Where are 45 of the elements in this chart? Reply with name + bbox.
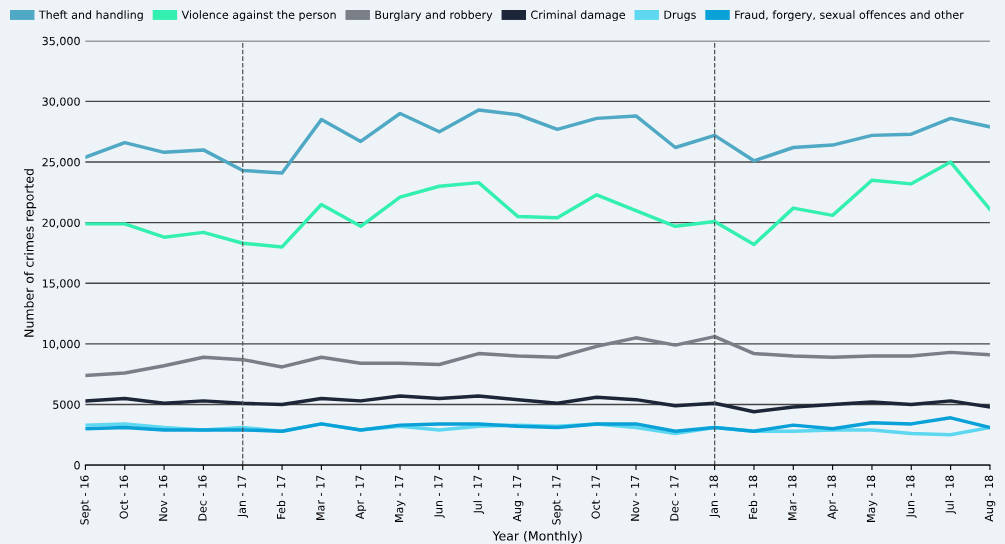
- y-tick-label: 25,000: [42, 158, 80, 168]
- legend-label: Fraud, forgery, sexual offences and other: [735, 10, 964, 22]
- y-tick-label: 5000: [53, 400, 80, 409]
- x-tick-label: Aug - 18: [984, 475, 996, 522]
- x-tick-label: Oct - 17: [591, 475, 600, 519]
- x-tick-label: Sept - 17: [552, 475, 563, 525]
- x-tick-label: Jul - 18: [945, 475, 956, 515]
- legend-label: Burglary and robbery: [375, 10, 493, 22]
- line-series: [85, 394, 990, 414]
- y-tick-label: 35,000: [42, 36, 80, 47]
- x-tick-label: Feb - 18: [748, 475, 758, 519]
- x-tick-label: Mar - 18: [788, 475, 797, 520]
- x-tick-label: Apr - 18: [827, 475, 838, 520]
- y-tick-label: 0: [74, 461, 80, 470]
- y-tick-label: 15,000: [42, 279, 80, 289]
- x-tick-label: Jan - 17: [237, 475, 249, 518]
- y-axis-title: Number of crimes reported: [24, 169, 37, 337]
- line-series: [85, 416, 990, 433]
- legend-label: Drugs: [664, 10, 696, 22]
- x-tick-label: Feb - 17: [276, 475, 286, 519]
- legend-label: Theft and handling: [38, 10, 143, 22]
- line-series: [85, 108, 990, 175]
- y-tick-label: 30,000: [42, 97, 80, 107]
- x-tick-label: Aug - 17: [512, 475, 524, 522]
- line-series: [85, 334, 990, 378]
- legend-label: Criminal damage: [531, 10, 626, 22]
- x-tick-label: Jan - 18: [709, 475, 720, 518]
- x-tick-label: Mar - 17: [316, 475, 325, 520]
- y-tick-label: 20,000: [42, 218, 80, 229]
- legend-label: Violence against the person: [181, 10, 336, 22]
- y-tick-label: 10,000: [42, 339, 80, 350]
- x-axis-title: Year (Monthly): [492, 530, 582, 544]
- x-tick-label: Nov - 17: [630, 475, 640, 521]
- x-tick-label: Nov - 16: [158, 475, 168, 521]
- line-series: [85, 160, 990, 249]
- x-tick-label: Jun - 17: [434, 475, 445, 518]
- x-tick-label: Dec - 17: [670, 475, 679, 521]
- x-tick-label: May - 18: [866, 475, 878, 522]
- x-tick-label: Jun - 18: [906, 475, 917, 518]
- x-tick-label: Oct - 16: [119, 475, 128, 519]
- x-tick-label: Jul - 17: [473, 475, 484, 515]
- x-tick-label: Sept - 16: [80, 475, 91, 525]
- x-tick-label: May - 17: [395, 475, 406, 522]
- x-tick-label: Apr - 17: [355, 475, 367, 520]
- x-tick-label: Dec - 16: [198, 475, 207, 521]
